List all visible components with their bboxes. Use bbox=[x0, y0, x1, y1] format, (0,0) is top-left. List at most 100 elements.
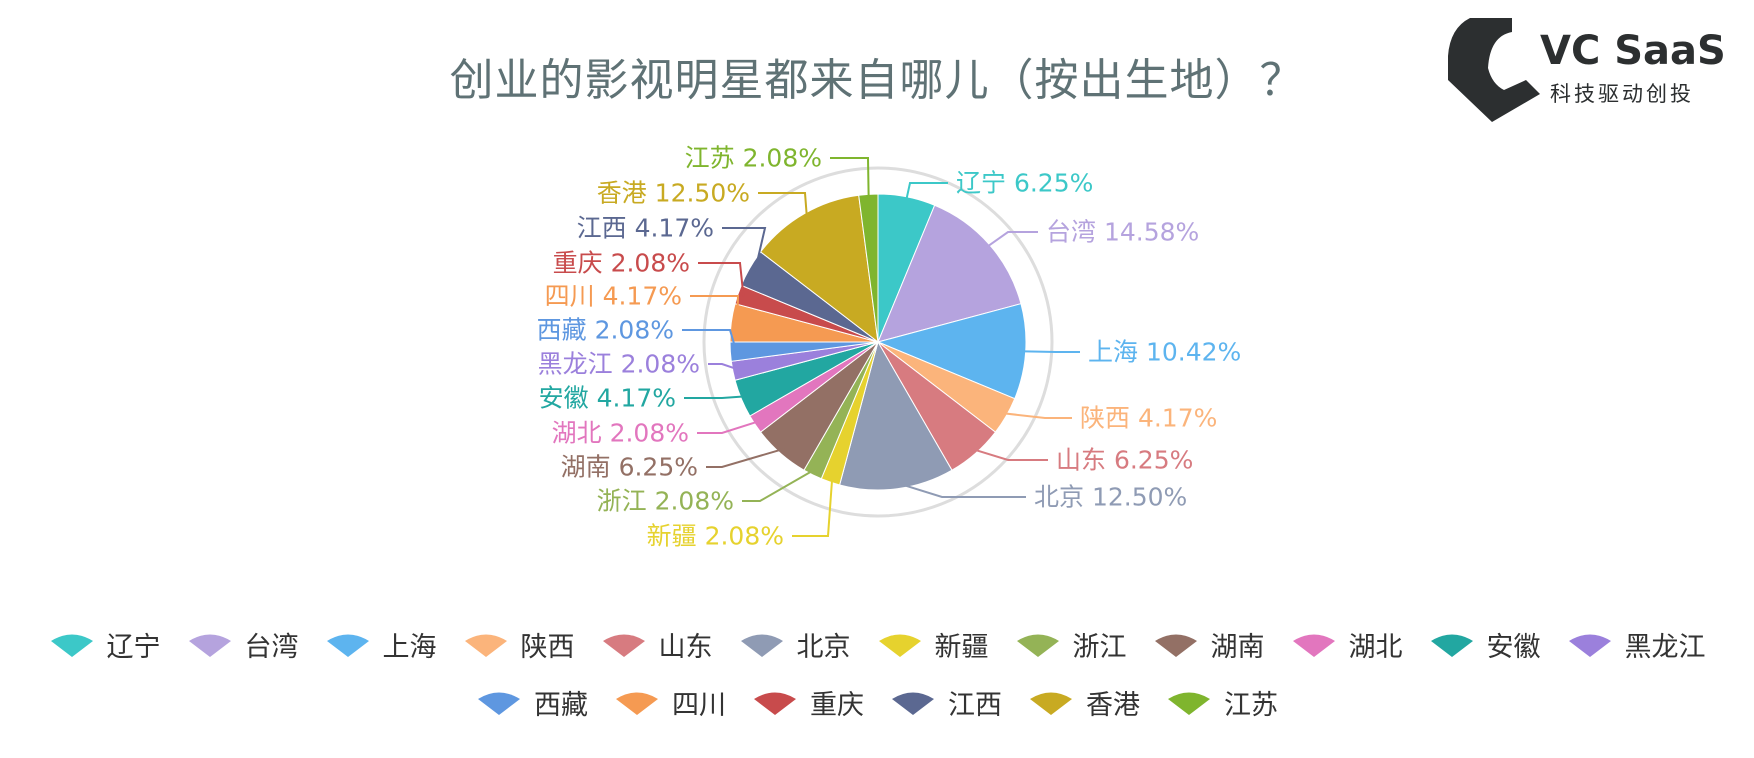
pie-label-line bbox=[698, 262, 745, 297]
legend-item[interactable]: 安徽 bbox=[1429, 625, 1541, 664]
pie-label-line bbox=[904, 182, 948, 203]
legend-label: 湖南 bbox=[1210, 632, 1265, 663]
pie-data-label: 重庆 2.08% bbox=[553, 249, 690, 278]
legend-item[interactable]: 山东 bbox=[601, 625, 713, 664]
legend-fan-icon bbox=[740, 634, 783, 657]
pie-slice-北京[interactable] bbox=[839, 340, 953, 491]
pie-data-label: 辽宁 6.25% bbox=[956, 169, 1093, 198]
legend-fan-icon bbox=[1016, 634, 1059, 657]
legend-fan-icon bbox=[1168, 692, 1210, 715]
legend-label: 江西 bbox=[948, 690, 1002, 721]
logo-tagline: 科技驱动创投 bbox=[1550, 82, 1694, 106]
pie-data-label: 陕西 4.17% bbox=[1080, 404, 1217, 433]
pie-chart: 辽宁 6.25% 台湾 14.58% 上海 10.42% 陕西 4.17% 山东 6.2… bbox=[537, 144, 1242, 551]
pie-data-label: 江西 4.17% bbox=[577, 214, 714, 243]
legend-row: 辽宁 台湾 上海 陕西 山东 北京 新疆 浙江 湖南 湖北 安徽 黑龙江 bbox=[0, 625, 1754, 664]
legend-item[interactable]: 新疆 bbox=[877, 625, 989, 664]
legend-item[interactable]: 北京 bbox=[739, 625, 851, 664]
vc-saas-logo: VC SaaS 科技驱动创投 bbox=[1440, 16, 1740, 126]
pie-data-label: 四川 4.17% bbox=[545, 282, 682, 311]
pie-label-line bbox=[896, 481, 1026, 498]
legend-fan-icon bbox=[602, 634, 645, 657]
legend-fan-icon bbox=[892, 692, 934, 715]
legend-item[interactable]: 西藏 bbox=[476, 683, 588, 722]
legend-item[interactable]: 上海 bbox=[325, 625, 437, 664]
legend-item[interactable]: 香港 bbox=[1028, 683, 1140, 722]
chart-title: 创业的影视明星都来自哪儿（按出生地）？ bbox=[449, 55, 1305, 106]
legend-label: 辽宁 bbox=[106, 632, 161, 663]
pie-label-line bbox=[690, 295, 740, 324]
legend-label: 江苏 bbox=[1224, 690, 1278, 721]
legend-fan-icon bbox=[1154, 634, 1197, 657]
legend-item[interactable]: 江苏 bbox=[1166, 683, 1278, 722]
legend-label: 上海 bbox=[382, 632, 437, 663]
pie-data-label: 台湾 14.58% bbox=[1046, 218, 1199, 247]
pie-data-label: 新疆 2.08% bbox=[647, 522, 784, 551]
pie-data-label: 西藏 2.08% bbox=[537, 316, 674, 345]
pie-label-line bbox=[758, 192, 808, 220]
pie-label-line bbox=[708, 363, 740, 371]
legend-fan-icon bbox=[1030, 692, 1072, 715]
pie-label-line bbox=[1019, 350, 1080, 353]
legend-item[interactable]: 陕西 bbox=[463, 625, 575, 664]
legend-label: 黑龙江 bbox=[1624, 632, 1706, 663]
pie-slice-香港[interactable] bbox=[759, 194, 879, 344]
legend-fan-icon bbox=[478, 692, 520, 715]
pie-label-lines bbox=[682, 157, 1080, 537]
legend-fan-icon bbox=[616, 692, 658, 715]
legend-item[interactable]: 台湾 bbox=[187, 625, 299, 664]
legend-fan-icon bbox=[326, 634, 369, 657]
legend-label: 浙江 bbox=[1072, 632, 1127, 663]
pie-label-line bbox=[706, 447, 785, 468]
pie-label-line bbox=[1000, 412, 1072, 419]
legend-item[interactable]: 湖南 bbox=[1153, 625, 1265, 664]
pie-data-label: 上海 10.42% bbox=[1088, 338, 1241, 367]
legend-item[interactable]: 重庆 bbox=[752, 683, 864, 722]
legend-label: 香港 bbox=[1086, 690, 1140, 721]
pie-label-line bbox=[984, 231, 1038, 250]
pie-data-label: 北京 12.50% bbox=[1034, 483, 1187, 512]
legend-row: 西藏 四川 重庆 江西 香港 江苏 bbox=[0, 683, 1754, 722]
legend-label: 陕西 bbox=[520, 632, 575, 663]
logo-title: VC SaaS bbox=[1540, 28, 1726, 74]
legend-item[interactable]: 黑龙江 bbox=[1567, 625, 1706, 664]
legend-label: 西藏 bbox=[534, 690, 588, 721]
legend-fan-icon bbox=[1292, 634, 1335, 657]
legend-label: 北京 bbox=[796, 632, 851, 663]
legend-label: 新疆 bbox=[934, 632, 989, 663]
pie-data-label: 湖南 6.25% bbox=[561, 453, 698, 482]
legend-fan-icon bbox=[1430, 634, 1473, 657]
legend-label: 台湾 bbox=[244, 632, 299, 663]
legend-label: 安徽 bbox=[1486, 632, 1541, 663]
legend-item[interactable]: 辽宁 bbox=[49, 625, 161, 664]
legend-label: 湖北 bbox=[1348, 632, 1403, 663]
pie-data-label: 山东 6.25% bbox=[1056, 446, 1193, 475]
pie-label-line bbox=[697, 419, 761, 434]
pie-data-label: 江苏 2.08% bbox=[685, 144, 822, 173]
pie-label-line bbox=[792, 476, 834, 537]
legend-item[interactable]: 湖北 bbox=[1291, 625, 1403, 664]
pie-label-line bbox=[830, 157, 870, 201]
pie-label-line bbox=[742, 468, 816, 502]
legend-label: 重庆 bbox=[810, 690, 864, 721]
legend: 辽宁 台湾 上海 陕西 山东 北京 新疆 浙江 湖南 湖北 安徽 黑龙江 西藏 四川 重庆 江西 香港 江苏 bbox=[0, 625, 1754, 755]
logo-mark-icon bbox=[1448, 18, 1540, 122]
pie-data-label: 安徽 4.17% bbox=[539, 384, 676, 413]
legend-fan-icon bbox=[878, 634, 921, 657]
legend-fan-icon bbox=[754, 692, 796, 715]
pie-label-line bbox=[684, 395, 747, 399]
pie-label-line bbox=[682, 329, 738, 352]
legend-fan-icon bbox=[464, 634, 507, 657]
pie-labels: 辽宁 6.25% 台湾 14.58% 上海 10.42% 陕西 4.17% 山东 6.2… bbox=[537, 144, 1242, 551]
pie-slices bbox=[729, 193, 1027, 491]
legend-item[interactable]: 四川 bbox=[614, 683, 726, 722]
legend-fan-icon bbox=[1568, 634, 1611, 657]
legend-item[interactable]: 浙江 bbox=[1015, 625, 1127, 664]
legend-fan-icon bbox=[188, 634, 231, 657]
pie-data-label: 香港 12.50% bbox=[597, 179, 750, 208]
pie-label-line bbox=[971, 447, 1048, 461]
pie-label-line bbox=[722, 227, 767, 272]
pie-data-label: 浙江 2.08% bbox=[597, 487, 734, 516]
legend-label: 四川 bbox=[672, 690, 726, 721]
legend-item[interactable]: 江西 bbox=[890, 683, 1002, 722]
